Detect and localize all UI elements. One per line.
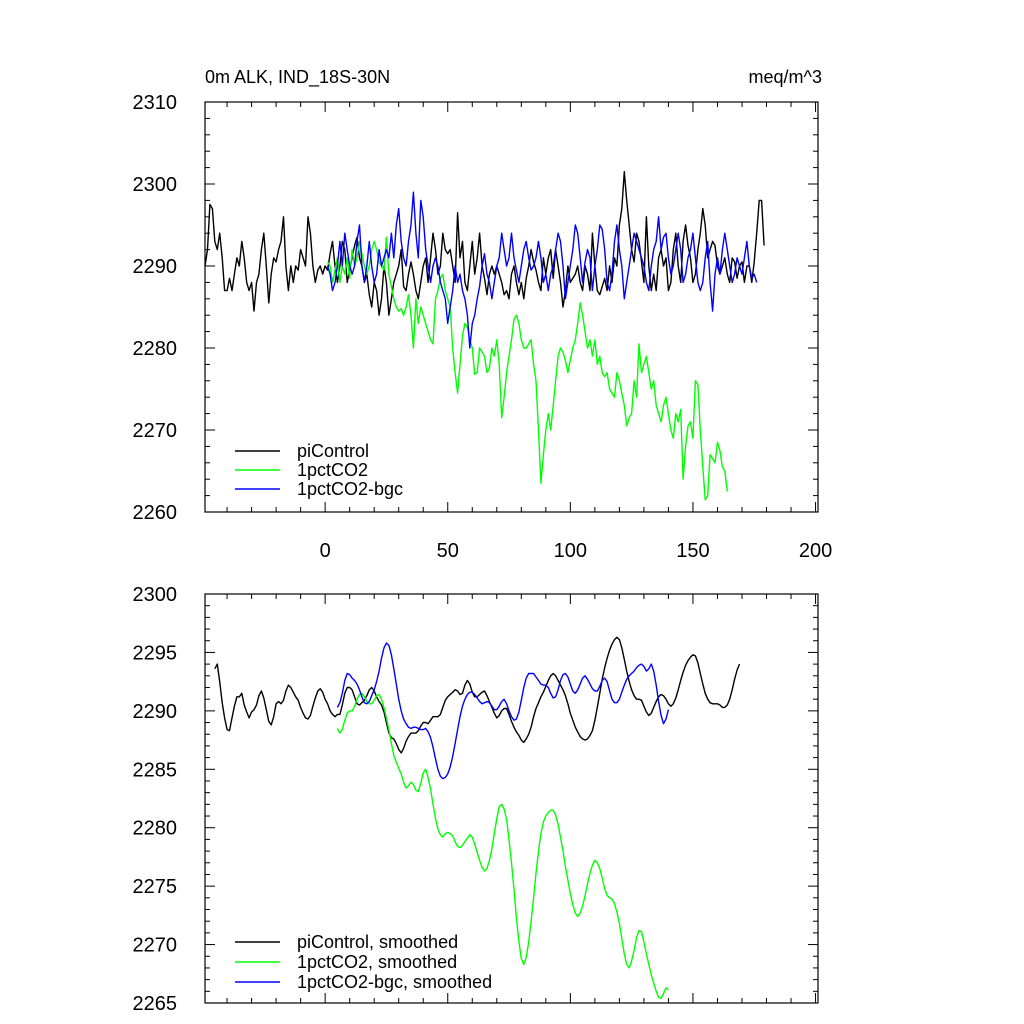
bottom-legend-label-1: 1pctCO2, smoothed — [297, 952, 457, 972]
bottom-y-tick-label: 2300 — [133, 584, 178, 606]
top-x-tick-label: 50 — [437, 540, 459, 562]
bottom-y-tick-label: 2290 — [133, 701, 178, 723]
bottom-legend-label-0: piControl, smoothed — [297, 932, 458, 952]
top-series-line-2 — [326, 191, 758, 349]
top-panel-units: meq/m^3 — [749, 67, 822, 87]
top-series-line-1 — [327, 236, 728, 501]
bottom-y-tick-label: 2275 — [133, 876, 178, 898]
top-y-tick-label: 2260 — [133, 502, 178, 524]
bottom-series-line-0 — [214, 636, 741, 754]
top-y-tick-label: 2290 — [133, 256, 178, 278]
top-x-tick-label: 200 — [799, 540, 832, 562]
bottom-y-tick-label: 2285 — [133, 759, 178, 781]
top-x-tick-label: 100 — [554, 540, 587, 562]
top-legend-label-2: 1pctCO2-bgc — [297, 479, 403, 499]
bottom-y-tick-label: 2270 — [133, 935, 178, 957]
bottom-y-tick-label: 2280 — [133, 818, 178, 840]
top-panel: 0m ALK, IND_18S-30N meq/m^3 2260 2270 2280… — [133, 67, 833, 562]
bottom-legend-label-2: 1pctCO2-bgc, smoothed — [297, 972, 492, 992]
bottom-series-line-1 — [336, 692, 669, 999]
top-x-tick-label: 150 — [676, 540, 709, 562]
top-legend-label-1: 1pctCO2 — [297, 460, 368, 480]
top-y-tick-label: 2280 — [133, 338, 178, 360]
top-x-tick-label: 0 — [320, 540, 331, 562]
bottom-y-tick-label: 2265 — [133, 993, 178, 1015]
top-plot-area: 2260 2270 2280 2290 2300 2310 0 50 100 150 200 piCo… — [133, 92, 833, 562]
bottom-plot-area: 2265 2270 2275 2280 2285 2290 2295 2300 piContro… — [133, 584, 819, 1015]
bottom-y-tick-label: 2295 — [133, 642, 178, 664]
bottom-plot-frame — [204, 593, 819, 1004]
bottom-panel: 2265 2270 2275 2280 2285 2290 2295 2300 piContro… — [133, 584, 819, 1015]
top-plot-frame — [204, 101, 819, 513]
top-series-line-0 — [204, 170, 765, 316]
top-legend-label-0: piControl — [297, 441, 369, 461]
top-y-tick-label: 2300 — [133, 174, 178, 196]
top-y-tick-label: 2310 — [133, 92, 178, 114]
top-panel-title: 0m ALK, IND_18S-30N — [205, 67, 390, 88]
bottom-series-line-2 — [336, 642, 670, 780]
top-y-tick-label: 2270 — [133, 420, 178, 442]
